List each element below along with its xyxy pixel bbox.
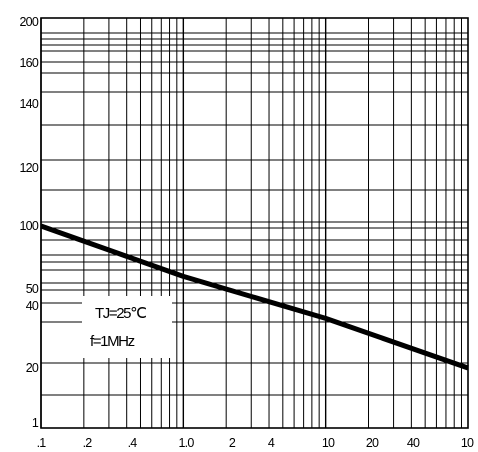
x-tick-label: 20 <box>366 436 379 450</box>
x-tick-label: 2 <box>229 436 236 450</box>
tick-labels: .1 .2 .4 1.0 2 4 10 20 40 10 200 160 140 120 100 50 40 20… <box>20 15 475 450</box>
y-tick-label: 160 <box>20 56 39 70</box>
y-tick-label: 1 <box>32 416 39 430</box>
x-tick-label: 1.0 <box>179 436 195 450</box>
x-tick-label: 4 <box>268 436 275 450</box>
y-tick-label: 20 <box>26 361 39 375</box>
y-tick-label: 100 <box>20 219 39 233</box>
y-tick-label: 120 <box>20 161 39 175</box>
series-line-0 <box>40 223 469 371</box>
x-tick-label: .4 <box>128 436 138 450</box>
x-tick-label: 10 <box>461 436 474 450</box>
annotation-temperature: TJ=25℃ <box>95 305 146 322</box>
grid <box>40 17 469 429</box>
x-tick-label: .2 <box>83 436 93 450</box>
plot-frame <box>40 17 469 429</box>
x-tick-label: .1 <box>37 436 47 450</box>
x-tick-label: 10 <box>322 436 335 450</box>
annotation-box <box>82 296 172 358</box>
y-tick-label: 40 <box>26 299 39 313</box>
y-tick-label: 50 <box>26 282 39 296</box>
y-tick-label: 140 <box>20 97 39 111</box>
y-tick-label: 200 <box>20 15 39 29</box>
series <box>40 223 469 371</box>
x-tick-label: 40 <box>407 436 420 450</box>
annotation-frequency: f=1MHz <box>90 333 135 350</box>
